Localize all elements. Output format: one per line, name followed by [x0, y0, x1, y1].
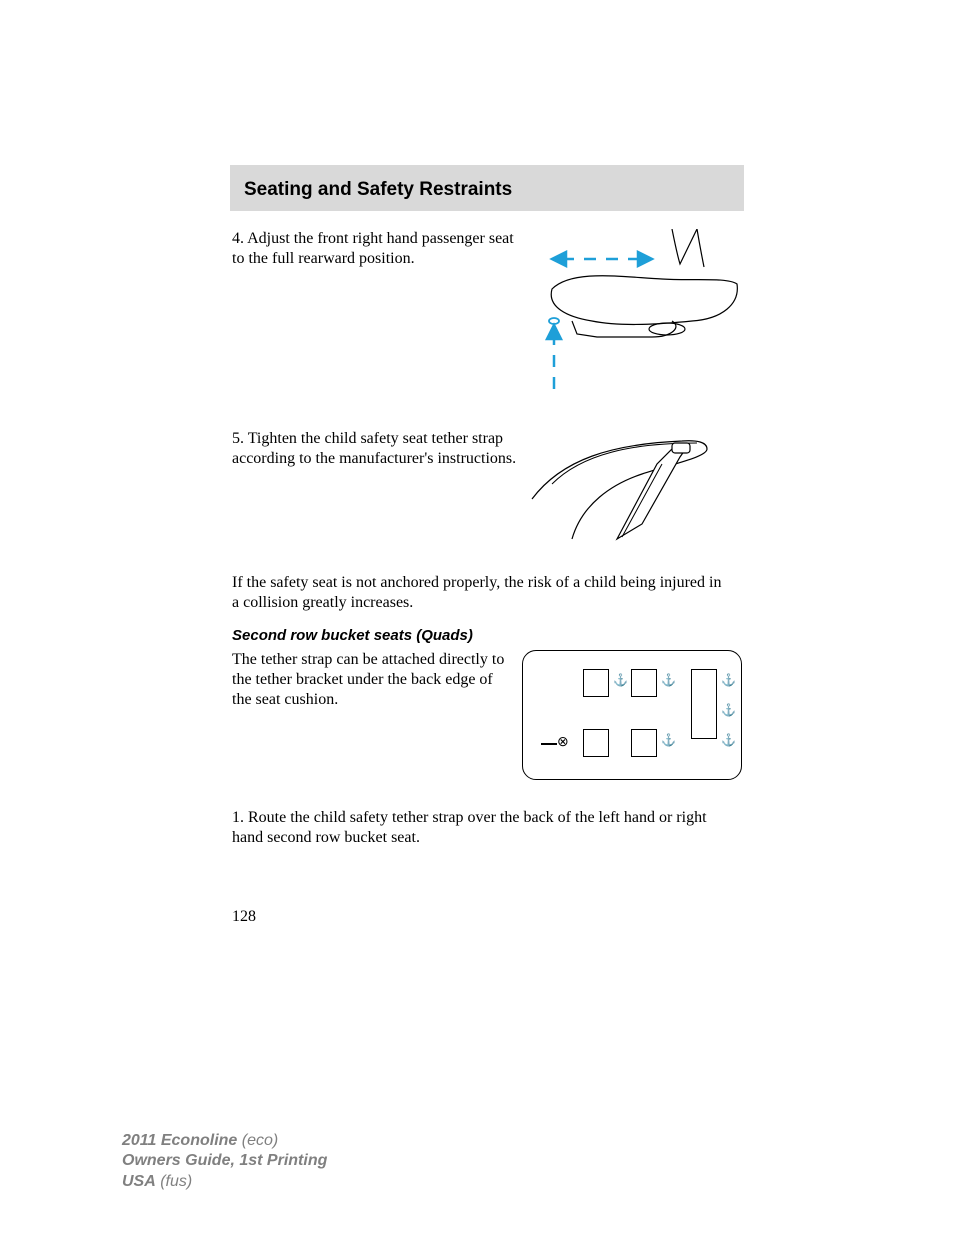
- anchor-icon: ⚓: [721, 703, 736, 717]
- footer-region: USA: [122, 1173, 156, 1190]
- anchor-icon: ⚓: [661, 733, 676, 747]
- figure-tether-tighten: [522, 429, 742, 559]
- figure-seat-layout: ⊗ ⚓ ⚓ ⚓ ⚓ ⚓ ⚓: [522, 650, 742, 780]
- anchor-icon: ⚓: [661, 673, 676, 687]
- seat-sq: [583, 729, 609, 757]
- seat-rect: [691, 669, 717, 739]
- footer-line-2: Owners Guide, 1st Printing: [122, 1151, 327, 1172]
- figure-seat-adjust: [522, 229, 742, 409]
- step-5-text: 5. Tighten the child safety seat tether …: [232, 429, 522, 469]
- step-1-text: 1. Route the child safety tether strap o…: [232, 808, 732, 848]
- tether-svg: [522, 429, 742, 559]
- seat-sq: [631, 669, 657, 697]
- footer-model: 2011 Econoline: [122, 1132, 237, 1149]
- page-content: Seating and Safety Restraints 4. Adjust …: [232, 165, 742, 926]
- section-header: Seating and Safety Restraints: [230, 165, 744, 211]
- anchor-icon: ⚓: [613, 673, 628, 687]
- step-4-text: 4. Adjust the front right hand passenger…: [232, 229, 522, 269]
- footer-region-code: (fus): [156, 1173, 192, 1190]
- step-5-row: 5. Tighten the child safety seat tether …: [232, 429, 742, 559]
- seat-sq: [583, 669, 609, 697]
- seat-sq: [631, 729, 657, 757]
- footer-model-code: (eco): [237, 1132, 278, 1149]
- page-number: 128: [232, 908, 742, 926]
- footer-line-3: USA (fus): [122, 1172, 327, 1193]
- quads-row: The tether strap can be attached directl…: [232, 650, 742, 780]
- anchor-icon: ⚓: [721, 673, 736, 687]
- footer-line-1: 2011 Econoline (eco): [122, 1131, 327, 1152]
- section-title: Seating and Safety Restraints: [244, 179, 730, 201]
- anchor-icon: ⚓: [721, 733, 736, 747]
- subhead-quads: Second row bucket seats (Quads): [232, 627, 742, 644]
- seat-adjust-svg: [522, 229, 742, 419]
- tether-desc: The tether strap can be attached directl…: [232, 650, 512, 710]
- anchor-warning: If the safety seat is not anchored prope…: [232, 573, 732, 613]
- steering-wheel-icon: ⊗: [557, 734, 569, 751]
- footer: 2011 Econoline (eco) Owners Guide, 1st P…: [122, 1131, 327, 1193]
- wheel-line: [541, 743, 557, 745]
